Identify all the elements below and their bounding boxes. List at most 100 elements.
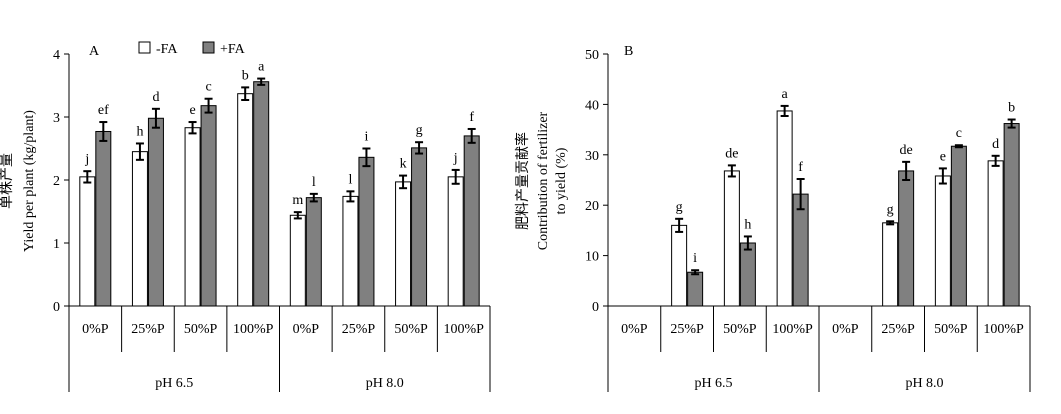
panel-b-group-label: pH 6.5 <box>694 376 732 391</box>
panel-b-plot: 0 10 20 30 40 50 0%P 25%P 50%P 100%P 0%P 25%P 50%P 10… <box>585 48 1031 392</box>
panel-a-bar-plus-fa <box>147 117 164 307</box>
panel-b-ylabel-line2: to yield (%) <box>554 147 569 214</box>
panel-b-category-label: 100%P <box>983 322 1024 337</box>
panel-a-bar-plus-fa <box>358 156 375 307</box>
panel-b-significance-letter: e <box>940 149 946 164</box>
panel-b-bar-minus-fa <box>934 175 951 307</box>
panel-a-category-label: 50%P <box>184 322 218 337</box>
panel-a-significance-letter: l <box>312 175 316 190</box>
panel-a-significance-letter: f <box>469 110 474 125</box>
panel-b-significance-letter: g <box>676 200 683 215</box>
panel-a-significance-letter: e <box>189 103 195 118</box>
panel-b-bar-minus-fa <box>671 224 688 307</box>
panel-b-category-label: 0%P <box>621 322 648 337</box>
panel-b-ylabel: Contribution of fertilizer <box>536 111 551 250</box>
panel-b-category-label: 50%P <box>934 322 968 337</box>
panel-a-ylabel-zh: 单株产量 <box>0 153 15 209</box>
panel-a-bar-minus-fa <box>237 93 254 307</box>
panel-a-significance-letter: ef <box>98 103 109 118</box>
panel-b-bar-minus-fa <box>776 110 793 307</box>
panel-a-bar-minus-fa <box>447 176 464 307</box>
panel-a-significance-letter: d <box>152 90 159 105</box>
panel-b-significance-letter: d <box>992 137 999 152</box>
panel-a-group-label: pH 8.0 <box>366 376 404 391</box>
panel-a-bar-minus-fa <box>184 127 201 307</box>
panel-a-category-label: 0%P <box>293 322 320 337</box>
panel-b-significance-letter: i <box>693 251 697 266</box>
panel-a-category-label: 25%P <box>342 322 376 337</box>
panel-a-y-tick-label: 4 <box>53 48 60 63</box>
panel-b-significance-letter: h <box>744 217 751 232</box>
panel-b-significance-letter: a <box>782 87 789 102</box>
panel-a-significance-letter: b <box>242 68 249 83</box>
panel-a-significance-letter: h <box>136 124 143 139</box>
panel-a-bar-minus-fa <box>395 181 412 307</box>
panel-b-y-tick-label: 0 <box>592 300 599 315</box>
panel-b-category-label: 25%P <box>881 322 915 337</box>
panel-b-group-label: pH 8.0 <box>905 376 943 391</box>
panel-a-y-tick-label: 0 <box>53 300 60 315</box>
panel-b-bar-minus-fa <box>987 160 1004 307</box>
panel-a-bar-minus-fa <box>289 214 306 307</box>
panel-a-category-label: 100%P <box>233 322 274 337</box>
panel-a-significance-letter: c <box>205 80 211 95</box>
panel-a-y-tick-label: 2 <box>53 174 60 189</box>
panel-a-bar-plus-fa <box>411 147 428 307</box>
panel-b-significance-letter: de <box>900 143 913 158</box>
panel-a-bar-minus-fa <box>79 176 96 307</box>
panel-a-plot: 0 1 2 3 4 0%P 25%P 50%P 100%P 0%P 25%P 50%P 100%P pH … <box>53 48 491 392</box>
panel-a-category-label: 50%P <box>394 322 428 337</box>
panel-b-bar-plus-fa <box>792 193 809 307</box>
panel-b-bar-plus-fa <box>1003 123 1020 307</box>
panel-a-bar-minus-fa <box>342 195 359 307</box>
panel-a-significance-letter: i <box>364 130 368 145</box>
panel-a-category-label: 25%P <box>131 322 165 337</box>
panel-a-category-label: 0%P <box>82 322 109 337</box>
legend-label-minus-fa: -FA <box>156 42 178 57</box>
panel-b-bar-plus-fa <box>950 145 967 307</box>
panel-b-significance-letter: b <box>1008 101 1015 116</box>
panel-b-y-tick-label: 20 <box>585 199 599 214</box>
legend-label-plus-fa: +FA <box>220 42 246 57</box>
panel-b-y-tick-label: 50 <box>585 48 599 63</box>
panel-a-significance-letter: g <box>416 123 423 138</box>
panel-a-group-label: pH 6.5 <box>155 376 193 391</box>
panel-b-bar-minus-fa <box>723 170 740 307</box>
panel-b-category-label: 25%P <box>670 322 704 337</box>
panel-b-ylabel-zh: 肥料产量贡献率 <box>514 132 531 230</box>
legend-swatch-minus-fa <box>138 41 151 54</box>
panel-a-significance-letter: a <box>258 60 265 75</box>
panel-b-y-tick-label: 30 <box>585 149 599 164</box>
panel-b-y-tick-label: 10 <box>585 250 599 265</box>
panel-b-significance-letter: c <box>956 126 962 141</box>
panel-a-bar-plus-fa <box>200 105 217 307</box>
panel-b-y-tick-label: 40 <box>585 98 599 113</box>
panel-b-category-label: 0%P <box>832 322 859 337</box>
panel-a-ylabel: Yield per plant (kg/plant) <box>22 110 37 252</box>
panel-a-significance-letter: j <box>453 151 458 166</box>
panel-b-significance-letter: g <box>887 202 894 217</box>
panel-b-bar-plus-fa <box>687 271 704 307</box>
panel-a-significance-letter: m <box>292 193 303 208</box>
panel-b-category-label: 50%P <box>723 322 757 337</box>
panel-a-bar-plus-fa <box>463 135 480 307</box>
panel-a-significance-letter: k <box>400 157 407 172</box>
panel-b-category-label: 100%P <box>772 322 813 337</box>
panel-a-y-tick-label: 3 <box>53 111 60 126</box>
legend-swatch-plus-fa <box>202 41 215 54</box>
panel-a-significance-letter: j <box>84 152 89 167</box>
panel-a-bar-plus-fa <box>305 197 322 307</box>
panel-a-bar-plus-fa <box>253 81 270 307</box>
panel-b-bar-plus-fa <box>898 170 915 307</box>
panel-a-y-tick-label: 1 <box>53 237 60 252</box>
panel-b-bar-plus-fa <box>739 242 756 307</box>
panel-a-bar-minus-fa <box>131 151 148 307</box>
panel-b-significance-letter: f <box>798 160 803 175</box>
panel-b-label: B <box>624 44 633 59</box>
panel-b-bar-minus-fa <box>882 222 899 307</box>
panel-a-significance-letter: l <box>348 172 352 187</box>
panel-a-bar-plus-fa <box>95 130 112 307</box>
panel-a-label: A <box>89 44 100 59</box>
